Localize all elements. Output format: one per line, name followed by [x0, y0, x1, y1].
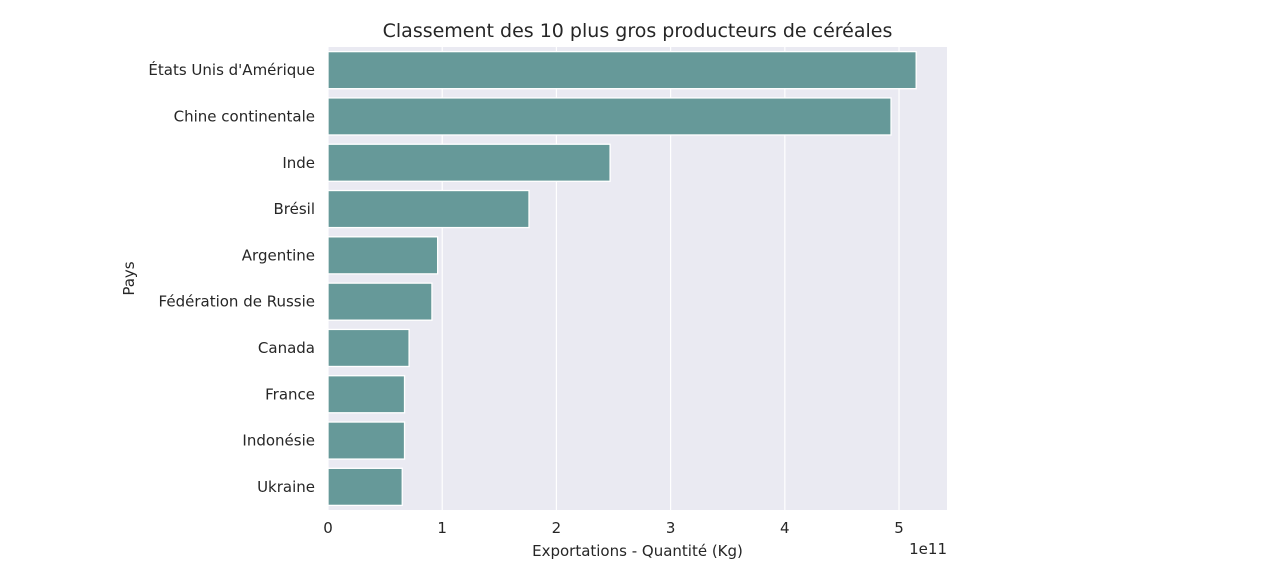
y-tick-label: Argentine [242, 246, 315, 264]
y-tick-labels: États Unis d'Amérique Chine continentale I… [148, 60, 315, 496]
y-tick-label: Indonésie [242, 432, 315, 450]
x-tick-label: 3 [666, 519, 676, 537]
y-tick-label: Fédération de Russie [159, 293, 315, 311]
bar [327, 328, 410, 368]
y-tick-label: Chine continentale [174, 107, 315, 125]
y-axis-label: Pays [120, 261, 138, 295]
y-tick-label: États Unis d'Amérique [148, 60, 315, 79]
y-tick-label: Ukraine [257, 478, 315, 496]
bar [327, 189, 530, 229]
x-tick-label: 1 [437, 519, 447, 537]
x-tick-labels: 0 1 2 3 4 5 [323, 519, 904, 537]
x-tick-label: 2 [552, 519, 562, 537]
bar [327, 467, 403, 507]
bar [327, 375, 406, 414]
bar [327, 282, 433, 321]
bar [327, 50, 917, 90]
x-tick-label: 0 [323, 519, 333, 537]
bar [327, 236, 439, 275]
y-tick-label: France [265, 385, 315, 403]
x-axis-label: Exportations - Quantité (Kg) [532, 542, 743, 560]
x-tick-label: 4 [780, 519, 790, 537]
bar [327, 97, 892, 136]
bars [327, 50, 917, 507]
y-tick-label: Canada [258, 339, 315, 357]
y-tick-label: Brésil [273, 200, 315, 218]
chart-title: Classement des 10 plus gros producteurs … [383, 20, 893, 42]
x-tick-label: 5 [894, 519, 904, 537]
x-axis-offset-label: 1e11 [909, 540, 947, 558]
y-tick-label: Inde [282, 154, 315, 172]
bar [327, 421, 406, 460]
bar [327, 143, 611, 182]
